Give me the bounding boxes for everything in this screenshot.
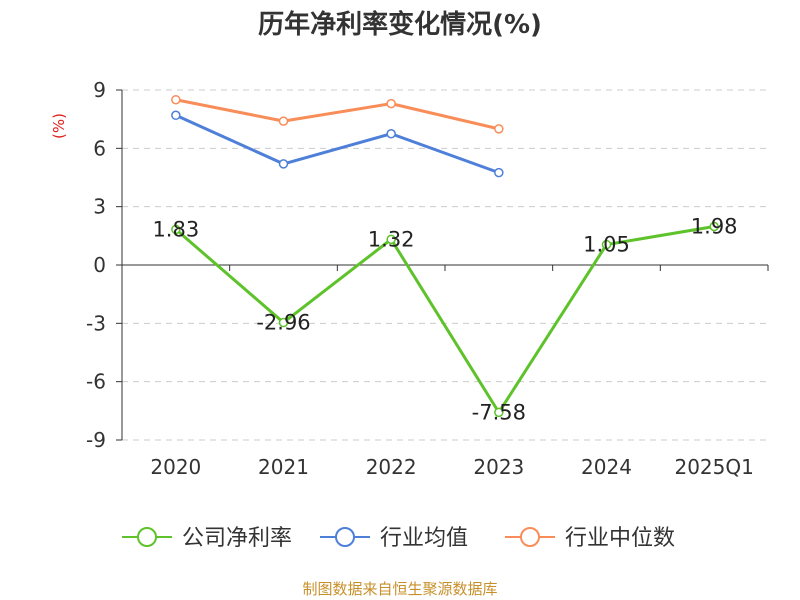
data-point — [278, 159, 289, 169]
data-point — [386, 98, 396, 109]
chart-title: 历年净利率变化情况(%) — [258, 10, 542, 40]
data-point — [278, 116, 289, 126]
data-label: 1.83 — [152, 217, 199, 241]
legend-label: 行业均值 — [380, 526, 468, 551]
data-point — [709, 221, 719, 232]
legend-label: 公司净利率 — [182, 526, 292, 551]
series-line — [174, 225, 715, 414]
data-point — [386, 234, 396, 245]
x-tick-label: 2024 — [581, 455, 632, 479]
x-tick-label: 2022 — [366, 455, 417, 479]
data-label: -7.58 — [472, 400, 526, 424]
y-tick-label: 9 — [93, 78, 106, 102]
legend-label: 行业中位数 — [565, 526, 675, 551]
data-point — [171, 94, 181, 105]
y-tick-label: -6 — [86, 370, 106, 394]
data-point — [494, 407, 504, 418]
data-point — [601, 239, 612, 250]
y-tick-label: 3 — [93, 195, 106, 219]
legend-marker — [520, 527, 540, 547]
source-note: 制图数据来自恒生聚源数据库 — [302, 580, 498, 598]
legend-marker — [137, 527, 157, 547]
data-point — [494, 124, 504, 134]
x-tick-label: 2025Q1 — [674, 455, 753, 479]
x-tick-label: 2020 — [150, 455, 201, 479]
y-axis-label: (%) — [50, 113, 68, 139]
x-tick-label: 2021 — [258, 455, 309, 479]
y-tick-label: -3 — [86, 311, 106, 335]
data-label: 1.98 — [691, 215, 738, 239]
y-tick-label: -9 — [86, 428, 106, 452]
data-label: -2.96 — [256, 311, 310, 335]
data-point — [171, 110, 181, 121]
series-line — [175, 98, 500, 131]
data-point — [278, 317, 289, 328]
data-label: 1.05 — [583, 233, 630, 257]
series-line — [175, 113, 500, 175]
y-tick-label: 0 — [93, 253, 106, 277]
x-tick-label: 2023 — [473, 455, 524, 479]
data-label: 1.32 — [368, 227, 415, 251]
legend-marker — [335, 527, 355, 547]
y-tick-label: 6 — [93, 136, 106, 160]
data-point — [386, 129, 396, 139]
data-point — [171, 224, 181, 235]
data-point — [494, 167, 504, 178]
